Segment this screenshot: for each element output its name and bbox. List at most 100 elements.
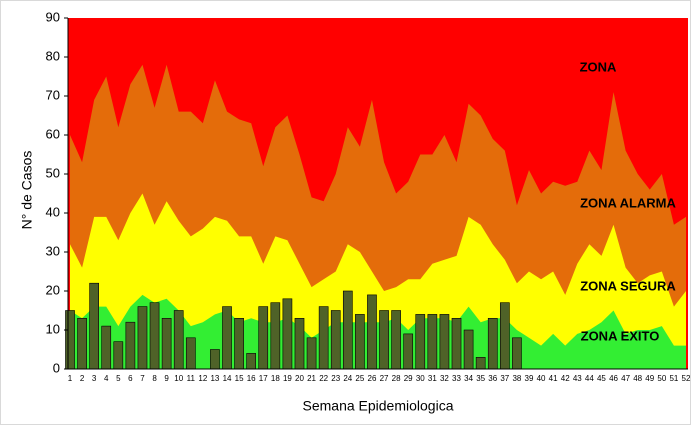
x-tick-label: 33: [452, 374, 461, 383]
x-tick-label: 9: [164, 374, 169, 383]
x-tick-label: 40: [537, 374, 546, 383]
bar: [210, 349, 220, 370]
x-tick-label: 37: [500, 374, 509, 383]
bar: [89, 282, 99, 370]
y-tick-label: 10: [46, 321, 60, 336]
bar: [234, 317, 244, 370]
bar: [282, 298, 293, 370]
bar: [415, 314, 426, 370]
bar: [367, 294, 377, 370]
y-tick-label: 90: [46, 9, 60, 24]
zone-annotation: ZONA ALARMA: [580, 195, 676, 210]
x-tick-label: 41: [549, 374, 558, 383]
zone-annotation: ZONA: [580, 59, 617, 74]
bar: [258, 306, 269, 370]
bar: [475, 356, 486, 370]
bar: [463, 329, 474, 370]
y-tick-label: 0: [53, 360, 60, 375]
x-tick-label: 10: [174, 374, 183, 383]
bar: [246, 353, 257, 370]
x-tick-label: 16: [247, 374, 256, 383]
x-tick-label: 48: [633, 374, 642, 383]
x-tick-label: 21: [307, 374, 316, 383]
x-tick-label: 2: [80, 374, 85, 383]
bar: [161, 317, 172, 370]
bar: [222, 306, 232, 370]
y-tick-label: 30: [46, 243, 60, 258]
x-tick-label: 38: [512, 374, 521, 383]
bar: [427, 314, 438, 370]
bar: [270, 302, 281, 370]
x-tick-label: 19: [283, 374, 292, 383]
bar: [294, 317, 305, 370]
y-tick-label: 70: [46, 87, 60, 102]
bar: [101, 325, 112, 370]
bar: [391, 310, 401, 370]
x-tick-label: 45: [597, 374, 606, 383]
x-tick-label: 20: [295, 374, 304, 383]
x-tick-label: 49: [645, 374, 654, 383]
x-tick-label: 18: [271, 374, 280, 383]
x-tick-label: 7: [140, 374, 145, 383]
bar: [173, 310, 184, 370]
y-axis-label: N° de Casos: [19, 151, 35, 230]
bar: [306, 337, 317, 370]
bar: [355, 314, 365, 370]
bar: [499, 302, 510, 370]
x-tick-label: 15: [235, 374, 244, 383]
x-tick-label: 25: [355, 374, 364, 383]
x-tick-label: 12: [198, 374, 207, 383]
bar: [125, 321, 136, 370]
y-tick-label: 50: [46, 165, 60, 180]
x-tick-label: 30: [416, 374, 425, 383]
zone-annotation: ZONA EXITO: [581, 328, 660, 343]
x-tick-label: 5: [116, 374, 121, 383]
x-tick-label: 35: [476, 374, 485, 383]
y-tick-label: 80: [46, 48, 60, 63]
bar: [451, 317, 462, 370]
x-tick-label: 17: [259, 374, 268, 383]
bar: [318, 306, 329, 370]
bar: [137, 306, 148, 370]
x-tick-label: 27: [380, 374, 389, 383]
x-tick-label: 42: [561, 374, 570, 383]
x-tick-label: 31: [428, 374, 437, 383]
y-tick-label: 60: [46, 126, 60, 141]
x-tick-label: 8: [152, 374, 157, 383]
x-axis-label: Semana Epidemiologica: [303, 398, 454, 414]
x-tick-label: 26: [368, 374, 377, 383]
x-tick-label: 50: [657, 374, 666, 383]
x-tick-label: 32: [440, 374, 449, 383]
x-tick-label: 6: [128, 374, 133, 383]
bar: [330, 310, 341, 370]
bar: [113, 341, 124, 370]
x-tick-label: 3: [92, 374, 97, 383]
x-tick-label: 51: [669, 374, 678, 383]
bar: [487, 317, 498, 370]
zone-annotation: ZONA SEGURA: [580, 278, 676, 293]
bar: [77, 317, 87, 370]
x-tick-label: 24: [343, 374, 352, 383]
bar: [65, 310, 75, 370]
bar: [439, 314, 450, 370]
y-tick-label: 40: [46, 204, 60, 219]
x-tick-label: 36: [488, 374, 497, 383]
x-tick-label: 13: [210, 374, 219, 383]
bar: [403, 333, 414, 370]
x-tick-label: 44: [585, 374, 594, 383]
x-tick-label: 47: [621, 374, 630, 383]
x-tick-label: 14: [223, 374, 232, 383]
x-tick-label: 4: [104, 374, 109, 383]
x-tick-label: 43: [573, 374, 582, 383]
x-tick-label: 1: [68, 374, 73, 383]
x-tick-label: 39: [525, 374, 534, 383]
x-tick-label: 34: [464, 374, 473, 383]
bar: [185, 337, 196, 370]
x-tick-label: 52: [682, 374, 691, 383]
x-tick-label: 28: [392, 374, 401, 383]
x-tick-label: 23: [331, 374, 340, 383]
bar: [512, 337, 522, 370]
bar: [149, 302, 160, 370]
x-tick-label: 22: [319, 374, 328, 383]
